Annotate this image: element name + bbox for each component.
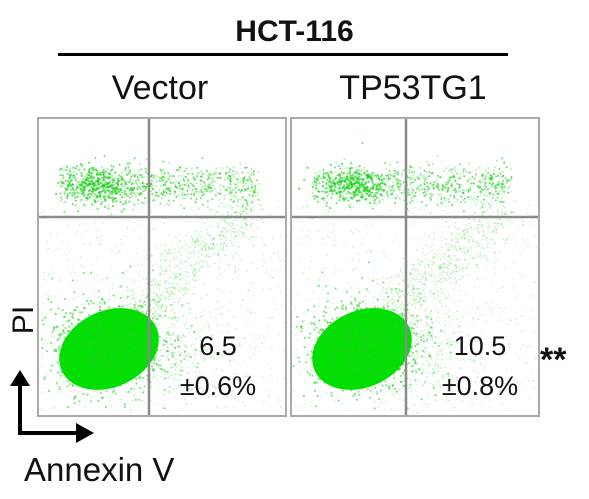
flow-scatter-tp53tg1 bbox=[292, 119, 538, 415]
significance-marker: ** bbox=[540, 341, 567, 379]
apoptosis-error-vector: ±0.6% bbox=[179, 371, 257, 401]
header-underline bbox=[58, 53, 508, 56]
panel-label-vector: Vector bbox=[111, 69, 209, 107]
panel-label-tp53tg1: TP53TG1 bbox=[339, 69, 487, 107]
x-axis-label: Annexin V bbox=[24, 451, 175, 488]
apoptosis-value-vector: 6.5 bbox=[199, 331, 237, 361]
flow-scatter-vector bbox=[39, 119, 285, 415]
flow-plot-vector bbox=[37, 117, 287, 417]
axis-arrows-icon bbox=[10, 370, 94, 443]
cell-line-title: HCT-116 bbox=[235, 15, 354, 48]
apoptosis-error-tp53tg1: ±0.8% bbox=[441, 371, 519, 401]
y-axis-label: PI bbox=[7, 305, 40, 335]
apoptosis-value-tp53tg1: 10.5 bbox=[453, 331, 507, 361]
flow-plot-tp53tg1 bbox=[290, 117, 540, 417]
